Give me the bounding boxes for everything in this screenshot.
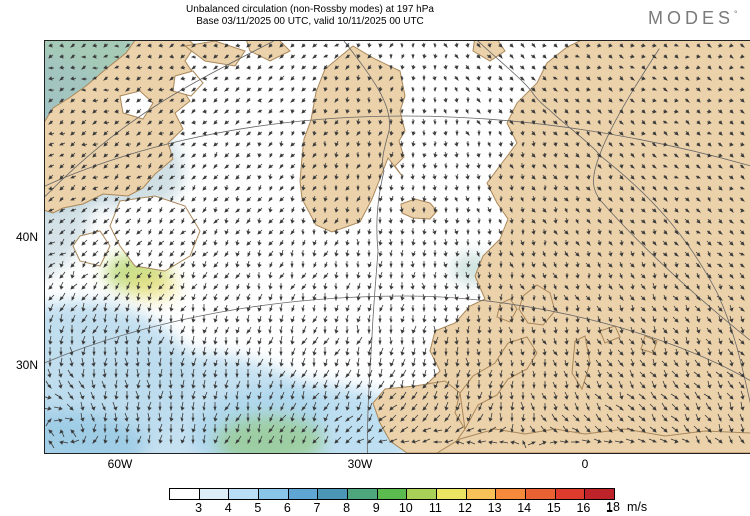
svg-text:15: 15 (547, 501, 561, 514)
svg-text:13: 13 (488, 501, 502, 514)
svg-text:7: 7 (314, 501, 321, 514)
svg-text:5: 5 (254, 501, 261, 514)
svg-text:14: 14 (517, 501, 531, 514)
svg-text:12: 12 (458, 501, 472, 514)
svg-text:8: 8 (343, 501, 350, 514)
svg-text:16: 16 (576, 501, 590, 514)
svg-text:6: 6 (284, 501, 291, 514)
svg-text:11: 11 (429, 501, 442, 514)
svg-text:10: 10 (399, 501, 413, 514)
svg-text:3: 3 (195, 501, 202, 514)
svg-text:4: 4 (225, 501, 232, 514)
svg-text:9: 9 (373, 501, 380, 514)
